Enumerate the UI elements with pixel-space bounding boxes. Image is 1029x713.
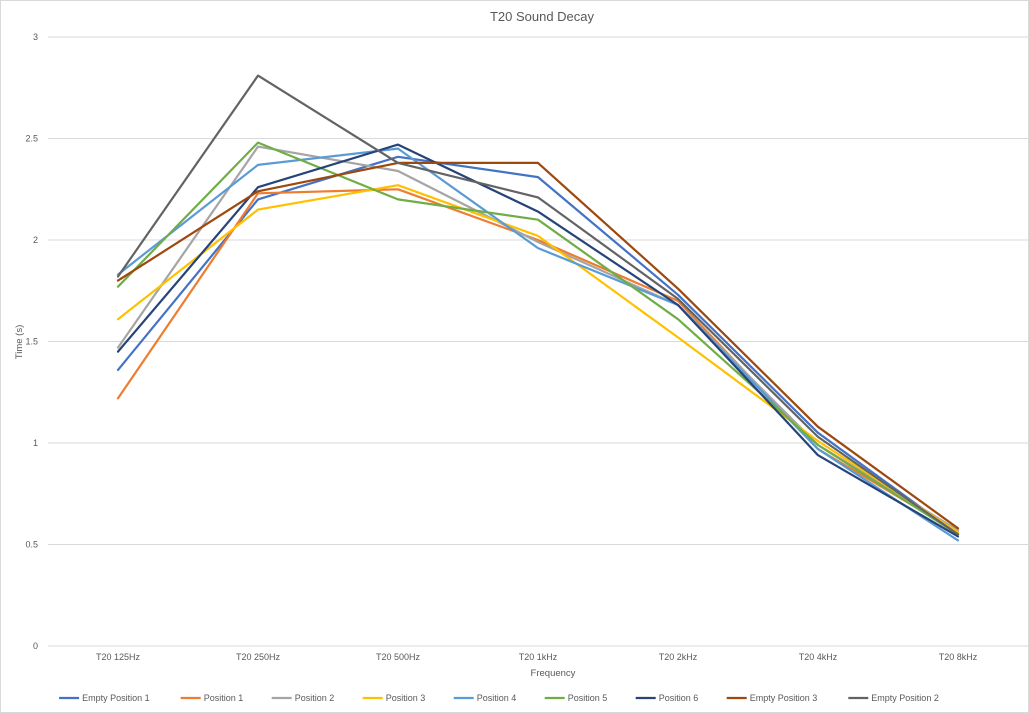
legend-label: Position 4 xyxy=(477,693,517,703)
legend-label: Position 5 xyxy=(568,693,608,703)
legend-item: Position 4 xyxy=(453,693,517,703)
y-tick-label: 1.5 xyxy=(25,337,38,347)
legend-item: Position 1 xyxy=(180,693,244,703)
legend-item: Position 2 xyxy=(271,693,335,703)
x-tick-label: T20 1kHz xyxy=(519,652,558,662)
legend-label: Position 1 xyxy=(204,693,244,703)
x-axis-title: Frequency xyxy=(531,668,576,679)
legend-item: Empty Position 1 xyxy=(59,693,150,703)
y-tick-label: 1 xyxy=(33,438,38,448)
series-lines xyxy=(116,74,960,542)
legend-label: Empty Position 3 xyxy=(750,693,818,703)
x-tick-labels: T20 125Hz T20 250Hz T20 500Hz T20 1kHz T20 2… xyxy=(96,652,978,662)
x-tick-label: T20 2kHz xyxy=(659,652,698,662)
legend-item: Position 5 xyxy=(544,693,608,703)
series-line xyxy=(116,155,960,536)
legend-item: Empty Position 3 xyxy=(726,693,818,703)
series-line xyxy=(116,143,960,538)
legend-label: Position 3 xyxy=(386,693,426,703)
y-tick-label: 2.5 xyxy=(25,134,38,144)
legend-item: Empty Position 2 xyxy=(848,693,939,703)
y-tick-label: 3 xyxy=(33,32,38,42)
y-tick-label: 0 xyxy=(33,641,38,651)
legend-label: Empty Position 1 xyxy=(82,693,150,703)
y-axis-title: Time (s) xyxy=(14,325,25,359)
series-line xyxy=(116,161,960,530)
series-line xyxy=(116,184,960,534)
legend-label: Position 2 xyxy=(295,693,335,703)
y-tick-label: 0.5 xyxy=(25,540,38,550)
x-tick-label: T20 8kHz xyxy=(939,652,978,662)
legend: Empty Position 1 Position 1 Position 2 Posi… xyxy=(59,693,939,703)
y-tick-labels: 0 0.5 1 1.5 2 2.5 3 xyxy=(25,32,38,651)
legend-label: Empty Position 2 xyxy=(871,693,939,703)
x-tick-label: T20 4kHz xyxy=(799,652,838,662)
legend-item: Position 6 xyxy=(635,693,699,703)
series-line xyxy=(116,141,960,536)
x-tick-label: T20 250Hz xyxy=(236,652,281,662)
legend-label: Position 6 xyxy=(659,693,699,703)
x-tick-label: T20 125Hz xyxy=(96,652,141,662)
chart-title: T20 Sound Decay xyxy=(490,9,595,24)
series-line xyxy=(116,147,960,542)
legend-item: Position 3 xyxy=(362,693,426,703)
series-line xyxy=(116,74,960,536)
x-tick-label: T20 500Hz xyxy=(376,652,421,662)
y-tick-label: 2 xyxy=(33,235,38,245)
